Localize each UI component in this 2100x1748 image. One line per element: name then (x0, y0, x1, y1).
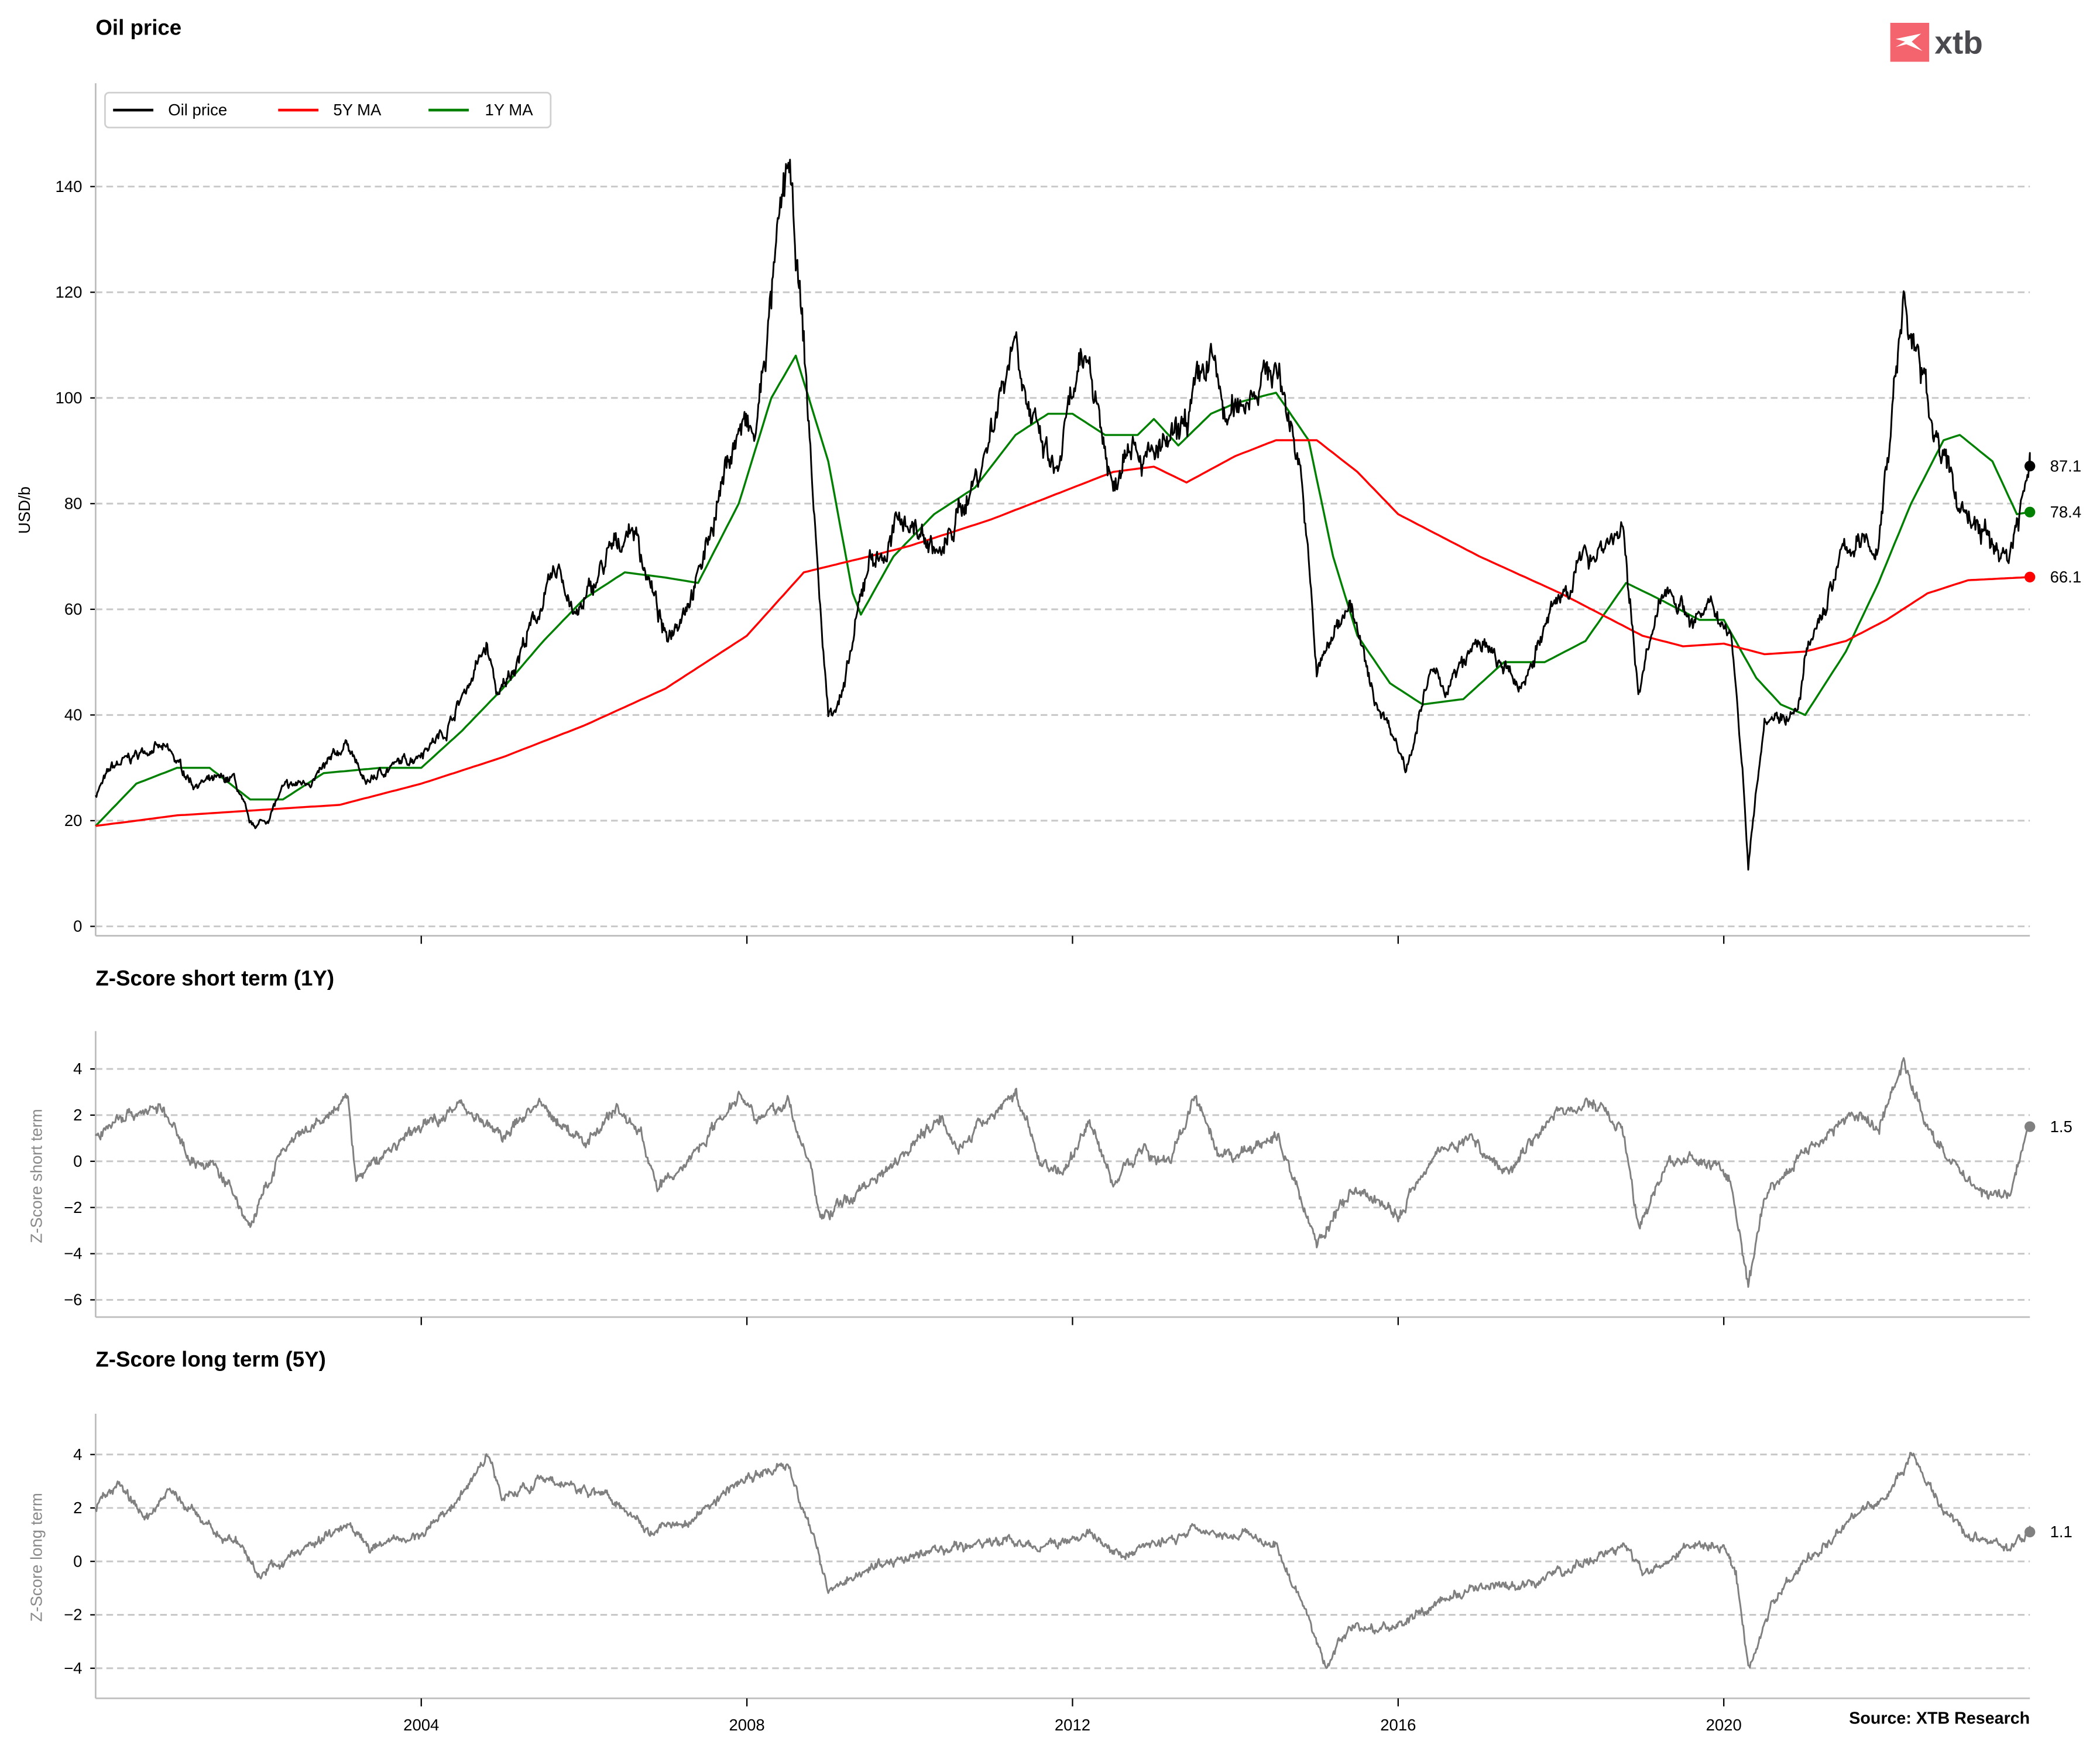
series-line-oil-price (95, 159, 2031, 871)
y-tick-label: 120 (56, 283, 83, 301)
last-value-label-oil-price: 87.1 (2050, 457, 2082, 475)
y-tick-label: −4 (64, 1659, 82, 1677)
y-tick-label: 4 (73, 1060, 82, 1078)
x-tick-label: 2008 (729, 1716, 765, 1734)
last-value-label-1y-ma: 78.4 (2050, 503, 2082, 521)
y-tick-label: 4 (73, 1445, 82, 1463)
price-y-axis-label: USD/b (15, 486, 33, 534)
legend-box (104, 91, 552, 129)
series-line-z-score-long-term (94, 1452, 2031, 1670)
y-tick-label: −4 (64, 1245, 82, 1263)
series-line-5y-ma (95, 439, 2030, 827)
xtb-logo: xtb (1890, 22, 1983, 62)
y-tick-label: −2 (64, 1198, 82, 1216)
legend-label-1y-ma: 1Y MA (485, 101, 533, 119)
panel-2: −4 −2 0 2 4 2004 2008 2012 2016 2020 1.1 (64, 1413, 2072, 1734)
x-tick-label: 2020 (1706, 1716, 1742, 1734)
last-value-dot-z-score-long-term (2024, 1526, 2036, 1538)
legend: Oil price 5Y MA 1Y MA (104, 91, 552, 129)
source-note: Source: XTB Research (1849, 1709, 2030, 1728)
y-tick-label: 40 (64, 706, 83, 724)
legend-label-5y-ma: 5Y MA (333, 101, 382, 119)
xtb-logo-glyph-icon (1895, 33, 1923, 52)
z-long-panel-title: Z-Score long term (5Y) (95, 1348, 325, 1372)
z-short-panel-title: Z-Score short term (1Y) (95, 966, 334, 990)
x-tick-label: 2012 (1055, 1716, 1090, 1734)
y-tick-label: 2 (73, 1106, 82, 1124)
y-tick-label: −6 (64, 1291, 82, 1309)
panel-1: −6 −4 −2 0 2 4 1.5 (64, 1031, 2072, 1325)
y-tick-label: 140 (56, 177, 83, 196)
y-tick-label: 60 (64, 600, 83, 618)
y-tick-label: 20 (64, 811, 83, 830)
y-tick-label: 2 (73, 1499, 82, 1517)
y-tick-label: 0 (73, 917, 82, 935)
last-value-label-z-score-long-term: 1.1 (2050, 1523, 2072, 1541)
z-long-y-axis-label: Z-Score long term (28, 1493, 46, 1622)
y-tick-label: 100 (56, 389, 83, 407)
z-short-y-axis-label: Z-Score short term (28, 1109, 46, 1243)
series-line-z-score-short-term (95, 1057, 2031, 1288)
y-tick-label: −2 (64, 1606, 82, 1624)
y-tick-label: 80 (64, 494, 83, 512)
last-value-dot-1y-ma (2024, 506, 2036, 517)
last-value-label-z-score-short-term: 1.5 (2050, 1118, 2072, 1136)
last-value-label-5y-ma: 66.1 (2050, 568, 2082, 586)
last-value-dot-z-score-short-term (2024, 1121, 2036, 1132)
y-tick-label: 0 (73, 1152, 82, 1170)
panel-0: 0 20 40 60 80 100 120 140 78.4 66.1 87.1 (56, 83, 2082, 944)
x-tick-label: 2016 (1380, 1716, 1416, 1734)
last-value-dot-5y-ma (2024, 571, 2036, 582)
y-tick-label: 0 (73, 1552, 82, 1570)
series-line-1y-ma (95, 354, 2030, 827)
legend-label-oil-price: Oil price (168, 101, 227, 119)
x-tick-label: 2004 (403, 1716, 439, 1734)
xtb-logo-text: xtb (1934, 25, 1983, 61)
last-value-dot-oil-price (2024, 461, 2036, 472)
price-panel-title: Oil price (95, 16, 181, 40)
